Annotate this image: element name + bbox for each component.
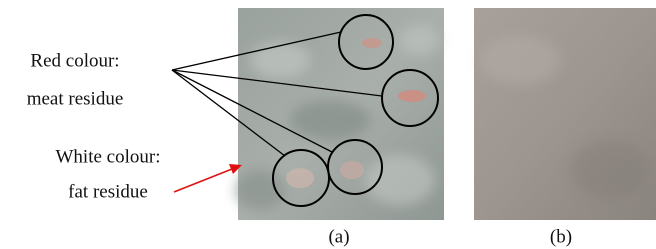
- figure: Red colour: meat residue White colour: f…: [0, 0, 656, 249]
- red-arrow: [174, 164, 242, 192]
- photo-b: [474, 8, 656, 220]
- annotation-text: meat residue: [27, 88, 124, 109]
- annotation-text: Red colour:: [30, 50, 119, 71]
- panel-label: (a): [328, 226, 349, 247]
- annotation-text: White colour:: [56, 146, 161, 167]
- panel-label: (b): [550, 226, 572, 247]
- annotation-text: fat residue: [68, 181, 148, 202]
